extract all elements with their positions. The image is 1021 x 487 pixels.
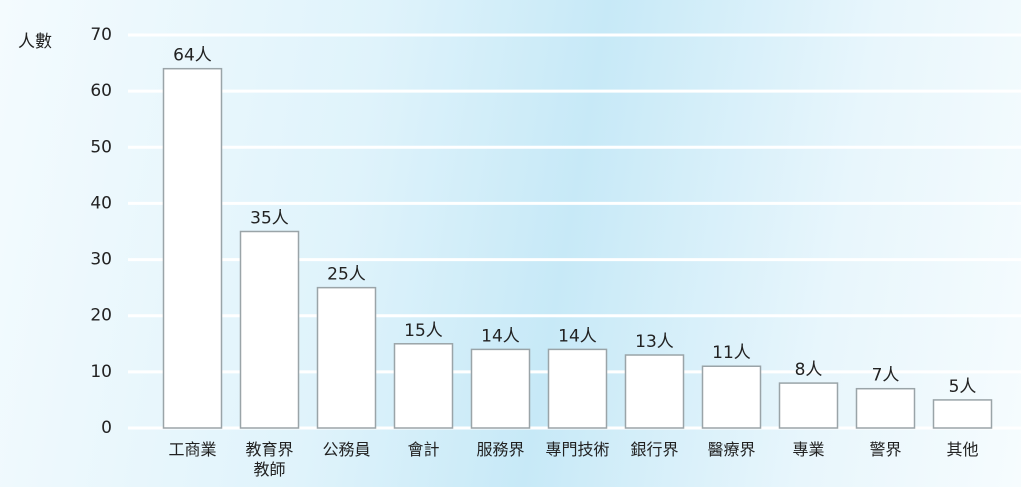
x-tick-label: 專業	[792, 440, 825, 459]
bar	[470, 348, 531, 429]
x-tick-label: 工商業	[168, 440, 217, 459]
x-tick-label: 公務員	[322, 440, 371, 459]
x-tick-label: 其他	[946, 440, 979, 459]
bar	[624, 354, 685, 429]
x-tick-label: 醫療界	[707, 440, 756, 459]
x-tick-label: 警界	[869, 440, 902, 459]
y-tick-label: 20	[90, 306, 112, 326]
x-tick-label: 銀行界	[630, 440, 679, 459]
value-label: 25人	[327, 265, 366, 285]
value-label: 5人	[949, 377, 977, 397]
value-label: 64人	[173, 46, 212, 66]
value-label: 7人	[872, 366, 900, 386]
y-tick-label: 60	[90, 81, 112, 101]
y-tick-label: 50	[90, 137, 112, 157]
value-label: 11人	[712, 343, 751, 363]
bar	[547, 348, 608, 429]
x-tick-label: 服務界	[476, 440, 525, 459]
bar	[316, 286, 377, 429]
value-label: 14人	[481, 326, 520, 346]
bar	[932, 399, 993, 429]
bar	[239, 230, 300, 429]
x-tick-label: 會計	[407, 440, 440, 459]
y-tick-label: 70	[90, 25, 112, 45]
value-label: 35人	[250, 209, 289, 229]
y-tick-label: 10	[90, 362, 112, 382]
y-tick-label: 30	[90, 250, 112, 270]
bar	[162, 67, 223, 429]
value-label: 13人	[635, 332, 674, 352]
bar	[778, 382, 839, 429]
x-tick-label: 教育界 教師	[245, 440, 294, 479]
value-label: 15人	[404, 321, 443, 341]
bar	[701, 365, 762, 429]
y-tick-label: 0	[101, 418, 112, 438]
x-tick-label: 專門技術	[545, 440, 610, 459]
value-label: 8人	[795, 360, 823, 380]
bar	[855, 387, 916, 429]
y-tick-label: 40	[90, 193, 112, 213]
value-label: 14人	[558, 326, 597, 346]
bar	[393, 343, 454, 429]
y-axis-label: 人數	[18, 32, 52, 52]
